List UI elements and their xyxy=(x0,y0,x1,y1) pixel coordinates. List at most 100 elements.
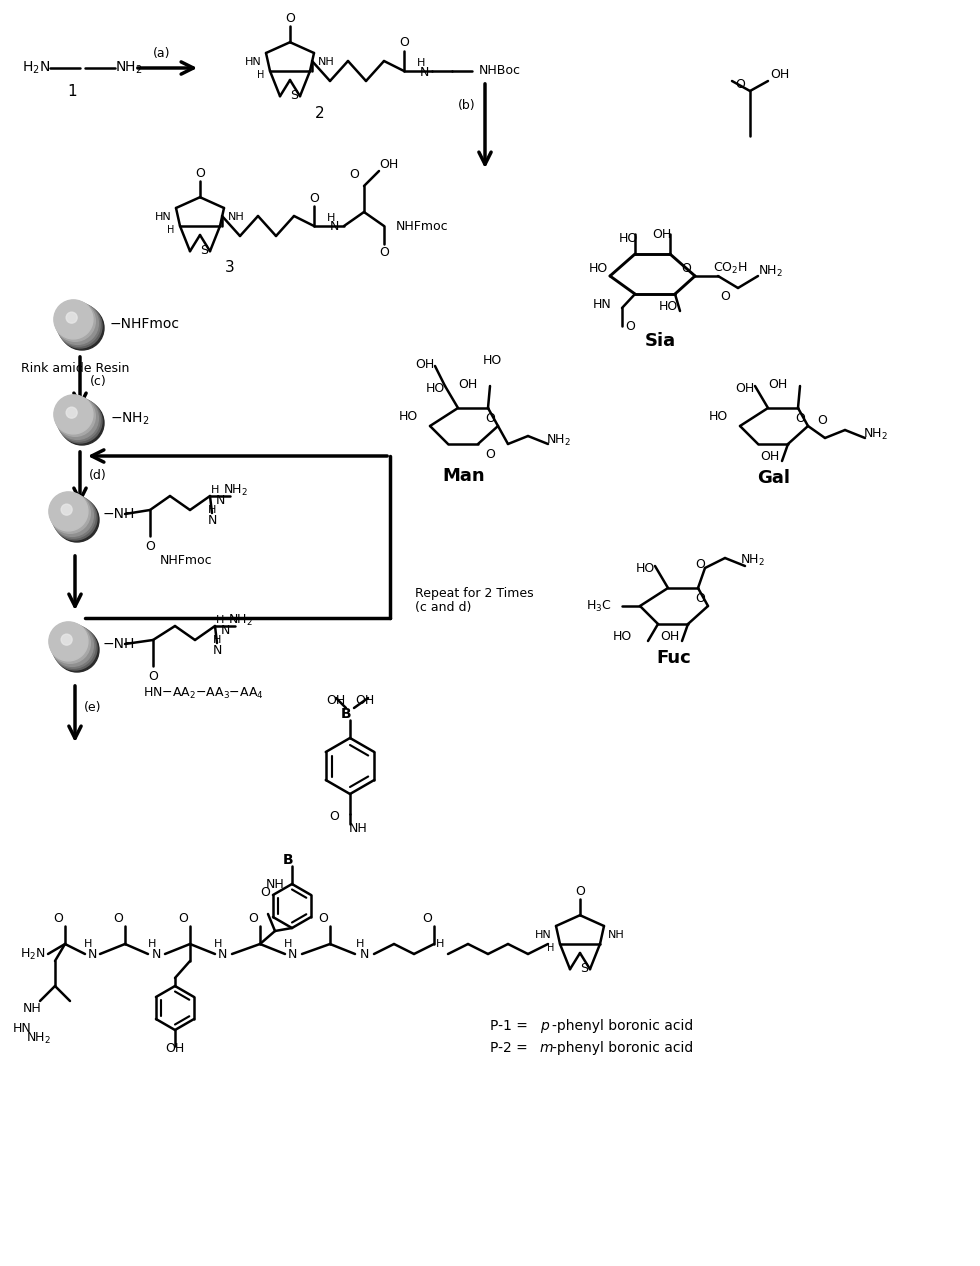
Text: NH$_2$: NH$_2$ xyxy=(862,427,888,442)
Text: O: O xyxy=(178,912,188,924)
Text: O: O xyxy=(318,912,328,924)
Text: N: N xyxy=(419,67,428,80)
Text: HO: HO xyxy=(482,354,502,367)
Text: O: O xyxy=(285,11,295,25)
Text: O: O xyxy=(309,191,318,205)
Text: H: H xyxy=(213,636,221,644)
Text: NH: NH xyxy=(23,1001,41,1014)
Text: NH: NH xyxy=(349,822,368,834)
Circle shape xyxy=(58,304,102,348)
Text: HO: HO xyxy=(612,629,632,643)
Text: O: O xyxy=(248,912,258,924)
Circle shape xyxy=(49,622,88,661)
Text: NH: NH xyxy=(266,877,284,890)
Circle shape xyxy=(50,492,90,533)
Text: H: H xyxy=(214,939,222,950)
Text: Sia: Sia xyxy=(645,332,675,349)
Text: H: H xyxy=(208,505,217,515)
Text: 2: 2 xyxy=(316,106,324,122)
Text: O: O xyxy=(695,591,705,604)
Text: (c and d): (c and d) xyxy=(415,601,471,614)
Text: Man: Man xyxy=(443,467,485,485)
Text: HN: HN xyxy=(245,57,262,67)
Text: NHFmoc: NHFmoc xyxy=(396,219,449,233)
Text: m: m xyxy=(540,1041,554,1055)
Text: O: O xyxy=(195,167,205,180)
Text: H: H xyxy=(257,70,264,80)
Text: O: O xyxy=(485,447,495,461)
Text: H: H xyxy=(84,939,92,950)
Text: (e): (e) xyxy=(84,701,102,714)
Text: 3: 3 xyxy=(225,261,235,276)
Circle shape xyxy=(61,634,73,646)
Circle shape xyxy=(54,300,93,339)
Circle shape xyxy=(50,623,90,663)
Text: −NH$_2$: −NH$_2$ xyxy=(110,410,149,427)
Text: NHBoc: NHBoc xyxy=(479,65,521,77)
Text: HN−AA$_2$−AA$_3$−AA$_4$: HN−AA$_2$−AA$_3$−AA$_4$ xyxy=(143,685,264,700)
Text: B: B xyxy=(282,853,293,867)
Text: NH$_2$: NH$_2$ xyxy=(758,263,782,279)
Text: NH: NH xyxy=(608,931,625,939)
Text: H: H xyxy=(167,225,174,235)
Text: O: O xyxy=(399,37,409,49)
Text: Gal: Gal xyxy=(758,468,791,487)
Text: Fuc: Fuc xyxy=(657,649,691,667)
Text: S: S xyxy=(580,962,588,975)
Text: O: O xyxy=(625,319,635,333)
Text: O: O xyxy=(145,539,155,552)
Circle shape xyxy=(66,313,77,323)
Text: O: O xyxy=(329,809,339,823)
Text: OH: OH xyxy=(770,67,790,81)
Text: HO: HO xyxy=(588,262,608,275)
Circle shape xyxy=(53,496,97,541)
Text: O: O xyxy=(681,262,691,275)
Circle shape xyxy=(51,624,93,666)
Text: HO: HO xyxy=(399,409,417,423)
Text: HO: HO xyxy=(425,381,445,395)
Text: O: O xyxy=(695,557,705,571)
Text: H: H xyxy=(436,939,444,950)
Text: O: O xyxy=(485,411,495,424)
Circle shape xyxy=(55,498,99,542)
Text: NH$_2$: NH$_2$ xyxy=(115,60,143,76)
Text: P-2 =: P-2 = xyxy=(490,1041,532,1055)
Text: H: H xyxy=(326,213,335,223)
Text: O: O xyxy=(379,246,389,258)
Text: H: H xyxy=(148,939,156,950)
Circle shape xyxy=(57,303,100,346)
Text: H: H xyxy=(356,939,365,950)
Text: -phenyl boronic acid: -phenyl boronic acid xyxy=(552,1019,693,1033)
Text: N: N xyxy=(360,947,368,961)
Circle shape xyxy=(52,625,95,668)
Circle shape xyxy=(57,399,100,441)
Text: HN: HN xyxy=(593,298,612,310)
Text: H: H xyxy=(416,58,425,68)
Text: O: O xyxy=(720,290,730,303)
Text: NH$_2$: NH$_2$ xyxy=(740,552,764,567)
Text: N: N xyxy=(208,514,217,527)
Text: NH: NH xyxy=(228,211,245,222)
Text: N: N xyxy=(329,219,339,233)
Text: H: H xyxy=(547,943,554,953)
Text: OH: OH xyxy=(735,381,755,395)
Circle shape xyxy=(58,399,102,443)
Text: NH$_2$: NH$_2$ xyxy=(227,613,253,628)
Text: HN: HN xyxy=(155,211,172,222)
Text: −NHFmoc: −NHFmoc xyxy=(110,316,180,330)
Text: O: O xyxy=(113,912,122,924)
Text: HN: HN xyxy=(535,931,552,939)
Text: CO$_2$H: CO$_2$H xyxy=(712,261,748,276)
Text: OH: OH xyxy=(326,695,346,708)
Text: N: N xyxy=(213,643,221,657)
Text: O: O xyxy=(148,670,158,682)
Text: NH: NH xyxy=(318,57,335,67)
Text: O: O xyxy=(53,912,63,924)
Text: H: H xyxy=(216,615,224,625)
Text: H$_3$C: H$_3$C xyxy=(586,599,612,614)
Text: (d): (d) xyxy=(89,470,107,482)
Text: OH: OH xyxy=(459,377,477,390)
Text: HO: HO xyxy=(709,409,727,423)
Text: -phenyl boronic acid: -phenyl boronic acid xyxy=(552,1041,693,1055)
Text: OH: OH xyxy=(760,449,780,462)
